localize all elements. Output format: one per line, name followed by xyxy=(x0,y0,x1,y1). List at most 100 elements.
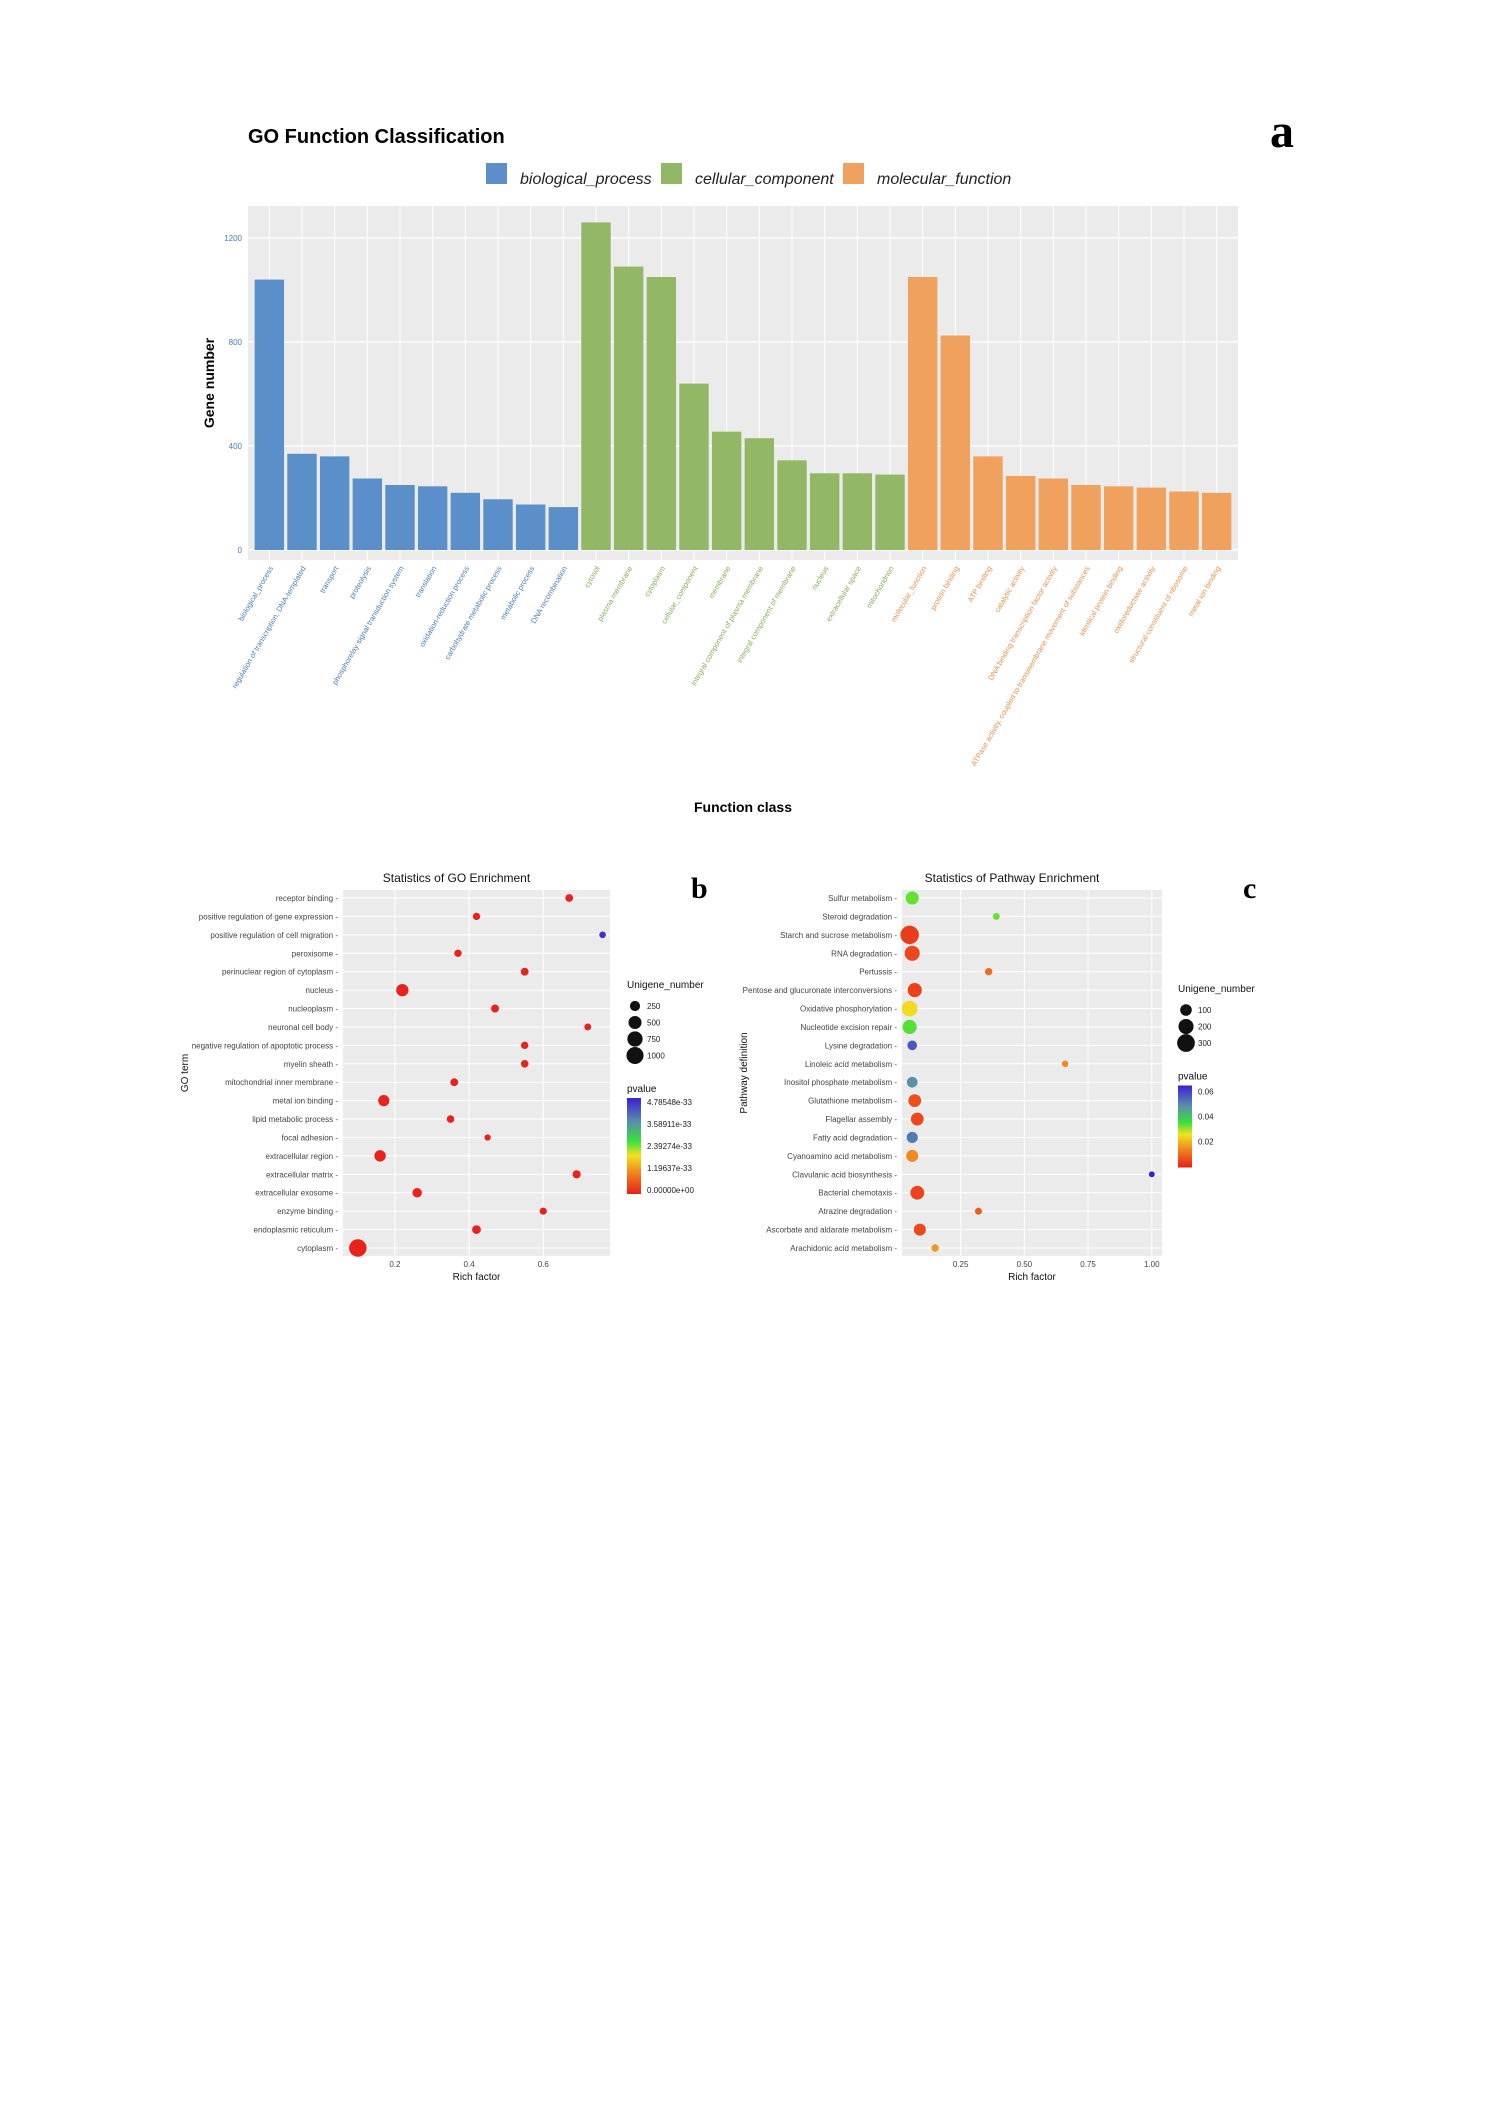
b-color-legend-label: 0.00000e+00 xyxy=(647,1186,694,1195)
c-dot xyxy=(1148,1171,1155,1178)
b-dot xyxy=(484,1134,491,1141)
y-tick-label: 400 xyxy=(229,442,243,451)
b-size-legend-dot xyxy=(626,1046,644,1065)
b-x-axis-title: Rich factor xyxy=(453,1272,501,1283)
c-term-label: Glutathione metabolism - xyxy=(808,1097,897,1106)
legend-swatch-biological_process xyxy=(486,163,507,184)
b-color-legend-label: 2.39274e-33 xyxy=(647,1142,692,1151)
b-color-legend-bar xyxy=(627,1098,641,1194)
c-size-legend-dot xyxy=(1180,1004,1192,1016)
c-dot xyxy=(931,1244,939,1252)
b-title: Statistics of GO Enrichment xyxy=(383,871,531,885)
c-term-label: Nucleotide excision repair - xyxy=(801,1023,898,1032)
b-dot xyxy=(396,983,409,997)
x-tick-label: DNA recombination xyxy=(529,565,569,625)
c-dot xyxy=(904,945,920,961)
b-size-legend-dot xyxy=(629,1000,641,1012)
c-dot xyxy=(974,1207,982,1215)
bar xyxy=(744,438,775,550)
c-dot xyxy=(900,925,919,945)
b-size-legend-label: 250 xyxy=(647,1002,661,1011)
bar xyxy=(515,504,546,550)
c-dot xyxy=(908,1094,922,1108)
b-term-label: metal ion binding - xyxy=(273,1097,339,1106)
b-dot xyxy=(520,1059,529,1068)
c-term-label: Inositol phosphate metabolism - xyxy=(784,1078,897,1087)
b-term-label: negative regulation of apoptotic process… xyxy=(192,1041,339,1050)
go-function-bar-chart: GO Function Classification biological_pro… xyxy=(201,126,1238,815)
c-x-tick-label: 0.75 xyxy=(1080,1260,1096,1269)
b-term-label: focal adhesion - xyxy=(282,1133,339,1142)
c-dot xyxy=(901,1000,918,1017)
bar xyxy=(777,460,807,550)
bar xyxy=(973,456,1003,550)
b-dot xyxy=(450,1078,459,1087)
c-term-label: Atrazine degradation - xyxy=(818,1207,897,1216)
c-term-label: Cyanoamino acid metabolism - xyxy=(787,1152,897,1161)
b-term-label: cytoplasm - xyxy=(297,1244,338,1253)
b-term-label: endoplasmic reticulum - xyxy=(254,1226,339,1235)
b-term-label: nucleus - xyxy=(306,986,339,995)
x-tick-label: ATP binding xyxy=(966,565,994,604)
x-tick-label: cytoplasm xyxy=(642,565,667,599)
c-dot xyxy=(906,1131,918,1144)
bar xyxy=(548,507,579,550)
c-color-legend-label: 0.06 xyxy=(1198,1088,1214,1097)
x-tick-label: regulation of transcription, DNA-templat… xyxy=(230,565,308,690)
bar xyxy=(842,473,873,550)
bar xyxy=(483,499,513,550)
y-axis-title: Gene number xyxy=(201,337,217,428)
y-tick-label: 0 xyxy=(238,546,243,555)
c-term-label: Sulfur metabolism - xyxy=(828,894,897,903)
b-term-label: extracellular matrix - xyxy=(266,1170,338,1179)
y-tick-label: 800 xyxy=(229,338,243,347)
c-color-legend-label: 0.04 xyxy=(1198,1113,1214,1122)
c-term-label: Ascorbate and aldarate metabolism - xyxy=(766,1226,897,1235)
c-term-label: Clavulanic acid biosynthesis - xyxy=(792,1170,897,1179)
c-term-label: Steroid degradation - xyxy=(822,912,897,921)
x-tick-label: transport xyxy=(318,564,341,595)
x-axis-title: Function class xyxy=(694,799,792,815)
x-tick-label: proteolysis xyxy=(347,564,373,600)
bar xyxy=(1103,486,1134,550)
c-term-label: Pentose and glucuronate interconversions… xyxy=(743,986,898,995)
c-term-label: Pertussis - xyxy=(859,968,897,977)
x-tick-label: plasma membrane xyxy=(596,565,635,623)
c-size-legend-title: Unigene_number xyxy=(1178,984,1255,995)
legend-label-molecular_function: molecular_function xyxy=(877,171,1011,188)
c-x-tick-label: 0.50 xyxy=(1017,1260,1033,1269)
b-x-tick-label: 0.2 xyxy=(389,1260,401,1269)
b-dot xyxy=(572,1170,581,1179)
b-dot xyxy=(521,1041,529,1050)
bar xyxy=(1038,478,1069,550)
bar xyxy=(319,456,350,550)
c-dot xyxy=(907,983,922,998)
bar xyxy=(385,485,415,550)
c-color-legend-bar xyxy=(1178,1085,1192,1168)
c-x-axis-title: Rich factor xyxy=(1008,1272,1056,1283)
x-tick-label: extracellular space xyxy=(824,565,863,624)
b-term-label: mitochondrial inner membrane - xyxy=(225,1078,338,1087)
x-tick-label: biological_process xyxy=(236,564,275,622)
b-size-legend-dot xyxy=(627,1031,643,1047)
c-dot xyxy=(1061,1060,1069,1068)
b-term-label: peroxisome - xyxy=(292,949,339,958)
x-tick-label: catalytic activity xyxy=(993,564,1027,614)
c-term-label: Fatty acid degradation - xyxy=(813,1133,897,1142)
x-tick-label: cytosol xyxy=(582,564,602,589)
b-y-axis-title: GO term xyxy=(180,1054,191,1092)
c-size-legend-dot xyxy=(1178,1018,1194,1035)
b-size-legend-label: 1000 xyxy=(647,1052,665,1061)
c-title: Statistics of Pathway Enrichment xyxy=(925,871,1100,885)
b-dot xyxy=(374,1150,386,1162)
bar xyxy=(711,431,742,550)
x-tick-label: carbohydrate metabolic process xyxy=(443,564,504,661)
c-dot xyxy=(907,1040,918,1051)
c-term-label: RNA degradation - xyxy=(831,949,897,958)
panel-label-c: c xyxy=(1243,872,1257,905)
b-dot xyxy=(412,1188,422,1198)
bar xyxy=(254,279,285,550)
bar xyxy=(1071,485,1101,550)
c-dot xyxy=(910,1185,925,1200)
c-color-legend-label: 0.02 xyxy=(1198,1138,1214,1147)
